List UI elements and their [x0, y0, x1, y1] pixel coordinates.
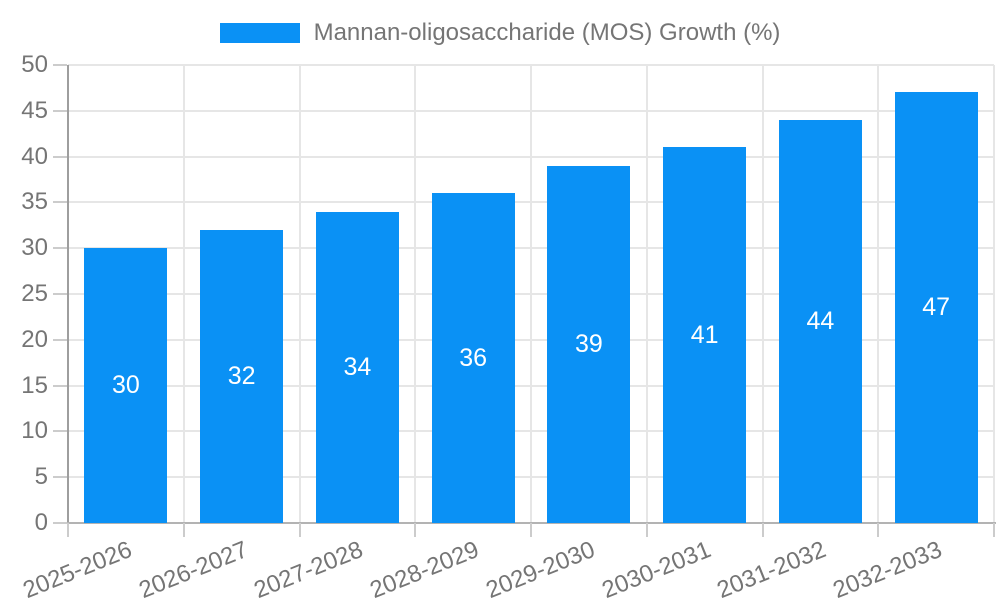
- x-tick-mark: [993, 523, 995, 537]
- y-tick-mark: [53, 338, 67, 341]
- bar-value-label: 30: [111, 371, 140, 400]
- y-tick-label: 5: [34, 463, 48, 491]
- y-tick-mark: [53, 201, 67, 204]
- gridline-horizontal: [68, 64, 994, 66]
- bar-value-label: 36: [459, 343, 488, 372]
- bar-value-label: 34: [343, 352, 372, 381]
- bar[interactable]: 30: [84, 248, 168, 523]
- bar-value-label: 32: [227, 361, 256, 390]
- gridline-vertical: [414, 65, 417, 523]
- gridline-vertical: [761, 65, 764, 523]
- y-tick-label: 45: [21, 96, 48, 124]
- y-tick-label: 25: [21, 280, 48, 307]
- x-tick-mark: [182, 523, 185, 537]
- legend-label: Mannan-oligosaccharide (MOS) Growth (%): [313, 19, 781, 46]
- gridline-vertical: [182, 65, 185, 523]
- y-tick-label: 10: [21, 417, 48, 445]
- bar[interactable]: 32: [200, 229, 284, 523]
- y-tick-mark: [53, 430, 67, 433]
- y-tick-mark: [53, 155, 67, 158]
- bar-value-label: 41: [690, 320, 719, 349]
- bar-value-label: 47: [922, 293, 951, 322]
- legend-swatch: [219, 23, 300, 43]
- gridline-horizontal: [68, 109, 994, 112]
- y-tick-label: 20: [21, 325, 48, 353]
- y-tick-label: 30: [21, 234, 48, 262]
- y-tick-label: 40: [21, 142, 48, 170]
- bar[interactable]: 36: [431, 193, 515, 523]
- x-tick-mark: [530, 523, 532, 537]
- gridline-vertical: [645, 65, 648, 523]
- x-tick-mark: [645, 523, 648, 537]
- y-axis-line: [67, 65, 69, 525]
- y-tick-mark: [53, 293, 67, 295]
- bar[interactable]: 39: [547, 165, 631, 523]
- bar[interactable]: 44: [778, 119, 862, 523]
- legend[interactable]: Mannan-oligosaccharide (MOS) Growth (%): [0, 18, 1000, 48]
- y-tick-label: 35: [21, 188, 48, 216]
- x-tick-mark: [761, 523, 764, 537]
- x-tick-mark: [877, 523, 880, 537]
- bar[interactable]: 34: [315, 211, 399, 523]
- y-tick-mark: [53, 476, 67, 479]
- x-tick-mark: [414, 523, 417, 537]
- gridline-vertical: [298, 65, 301, 523]
- y-tick-label: 15: [21, 371, 48, 399]
- bar-value-label: 39: [574, 329, 603, 358]
- gridline-vertical: [993, 65, 995, 523]
- x-tick-mark: [298, 523, 301, 537]
- y-tick-mark: [53, 384, 67, 387]
- y-tick-mark: [53, 109, 67, 112]
- x-tick-mark: [67, 523, 69, 537]
- y-tick-label: 0: [34, 509, 48, 536]
- bar-value-label: 44: [806, 306, 835, 335]
- gridline-vertical: [530, 65, 532, 523]
- bar[interactable]: 47: [894, 92, 978, 523]
- gridline-vertical: [877, 65, 880, 523]
- y-tick-mark: [53, 64, 67, 66]
- bar[interactable]: 41: [663, 147, 747, 523]
- y-tick-label: 50: [21, 51, 48, 78]
- y-tick-mark: [53, 522, 67, 524]
- y-tick-mark: [53, 247, 67, 250]
